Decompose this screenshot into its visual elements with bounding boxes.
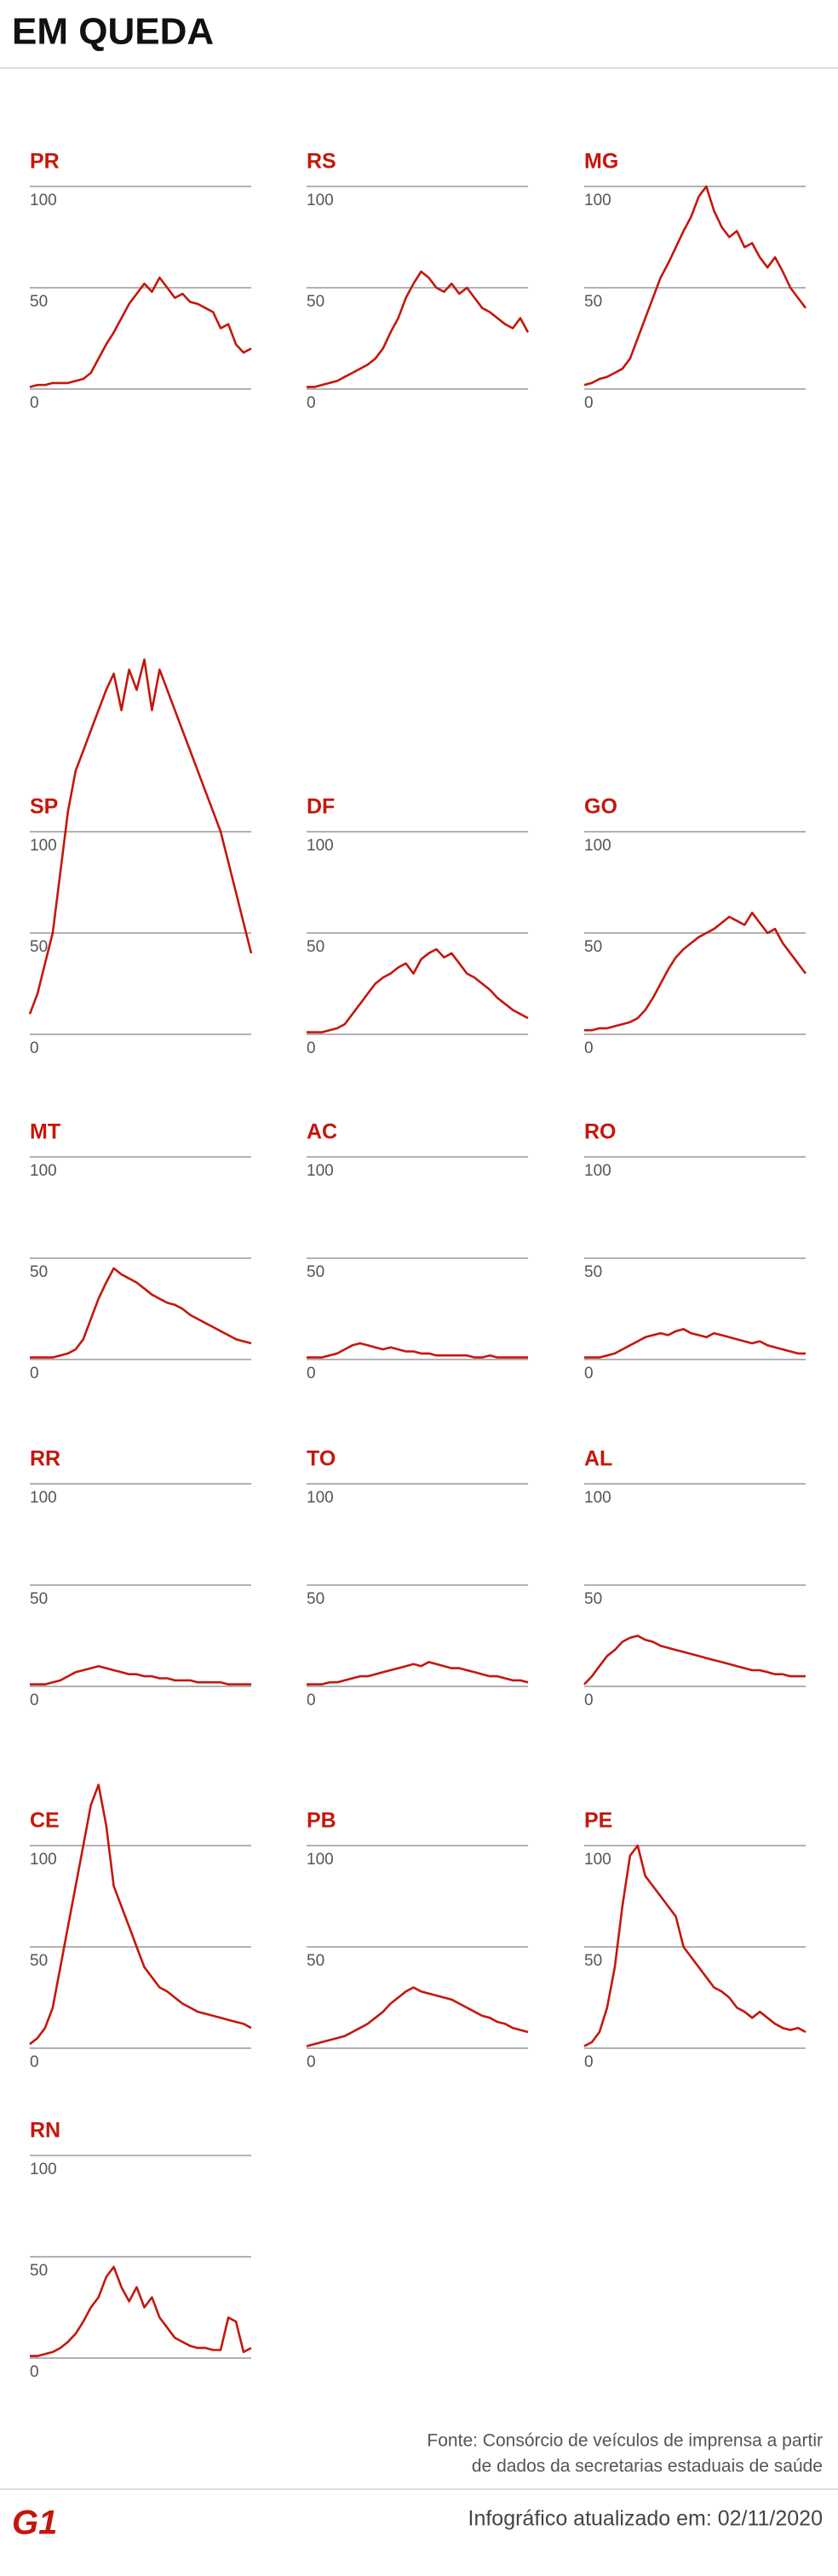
data-line [583, 1844, 806, 2047]
chart-title: AL [584, 1447, 612, 1471]
y-tick-label: 50 [30, 1590, 48, 1608]
data-line [29, 1783, 252, 2046]
y-tick-label: 50 [584, 293, 602, 311]
y-tick-label: 0 [584, 1692, 594, 1709]
y-tick-label: 100 [584, 1489, 611, 1507]
chart-title: GO [584, 795, 617, 819]
y-tick-label: 100 [30, 1851, 57, 1869]
chart-title: SP [30, 795, 58, 819]
y-tick-label: 100 [30, 192, 57, 209]
data-line [307, 1661, 529, 1686]
y-tick-label: 0 [30, 1365, 39, 1382]
y-tick-label: 0 [584, 1365, 594, 1382]
data-line [307, 947, 529, 1033]
y-tick-label: 50 [307, 1590, 324, 1608]
y-tick-label: 0 [584, 1039, 594, 1057]
y-tick-label: 100 [584, 1162, 611, 1180]
y-tick-label: 50 [30, 1263, 48, 1281]
updated-note: Infográfico atualizado em: 02/11/2020 [468, 2507, 824, 2531]
chart-title: PB [307, 1809, 336, 1833]
data-line [30, 1664, 251, 1686]
y-tick-label: 50 [307, 938, 324, 956]
source-line: de dados da secretarias estaduais de saú… [472, 2457, 823, 2476]
data-line [29, 276, 252, 388]
y-tick-label: 50 [307, 1952, 324, 1970]
page-title: EM QUEDA [12, 11, 214, 53]
y-tick-label: 100 [307, 1162, 334, 1180]
y-tick-label: 50 [30, 938, 48, 956]
y-tick-label: 100 [30, 837, 57, 855]
y-tick-label: 0 [307, 1692, 316, 1709]
y-tick-label: 0 [307, 1365, 316, 1382]
data-line [30, 2265, 252, 2357]
source-line: Fonte: Consórcio de veículos de imprensa… [427, 2431, 823, 2451]
chart-title: RO [584, 1120, 617, 1144]
chart-title: CE [30, 1809, 60, 1833]
chart-title: AC [307, 1120, 337, 1144]
logo: G1 [12, 2504, 57, 2542]
y-tick-label: 50 [30, 293, 48, 311]
chart-title: MT [30, 1120, 60, 1144]
chart-title: TO [307, 1447, 336, 1471]
y-tick-label: 0 [307, 2053, 316, 2071]
chart-title: PR [30, 150, 60, 174]
y-tick-label: 50 [30, 1952, 48, 1970]
data-line [307, 1342, 528, 1359]
y-tick-label: 100 [307, 1489, 334, 1507]
y-tick-label: 100 [30, 1489, 57, 1507]
y-tick-label: 0 [30, 2053, 39, 2071]
chart-title: PE [584, 1809, 612, 1833]
y-tick-label: 0 [30, 2363, 39, 2381]
data-line [28, 658, 253, 1015]
y-tick-label: 100 [307, 837, 334, 855]
data-line [30, 1267, 252, 1359]
y-tick-label: 100 [30, 2161, 57, 2178]
y-tick-label: 0 [30, 1039, 39, 1057]
data-line [584, 1328, 806, 1359]
chart-title: RR [30, 1447, 60, 1471]
y-tick-label: 0 [30, 394, 39, 412]
y-tick-label: 50 [584, 1590, 602, 1608]
y-tick-label: 0 [307, 1039, 316, 1057]
data-line [584, 911, 807, 1032]
y-tick-label: 100 [30, 1162, 57, 1180]
data-line [583, 185, 807, 386]
chart-title: MG [584, 150, 618, 174]
chart-title: RS [307, 150, 336, 174]
data-line [307, 270, 530, 388]
chart-title: DF [307, 795, 335, 819]
y-tick-label: 100 [307, 1851, 334, 1869]
y-tick-label: 0 [30, 1692, 39, 1709]
data-line [306, 1986, 529, 2047]
y-tick-label: 50 [307, 293, 324, 311]
y-tick-label: 0 [307, 394, 316, 412]
data-line [583, 1634, 806, 1686]
y-tick-label: 50 [584, 938, 602, 956]
y-tick-label: 50 [30, 2262, 48, 2280]
y-tick-label: 0 [584, 2053, 594, 2071]
y-tick-label: 50 [584, 1952, 602, 1970]
y-tick-label: 50 [307, 1263, 324, 1281]
y-tick-label: 100 [584, 192, 611, 209]
chart-title: RN [30, 2119, 60, 2143]
y-tick-label: 100 [584, 1851, 611, 1869]
y-tick-label: 50 [584, 1263, 602, 1281]
y-tick-label: 0 [584, 394, 594, 412]
y-tick-label: 100 [307, 192, 334, 209]
y-tick-label: 100 [584, 837, 611, 855]
